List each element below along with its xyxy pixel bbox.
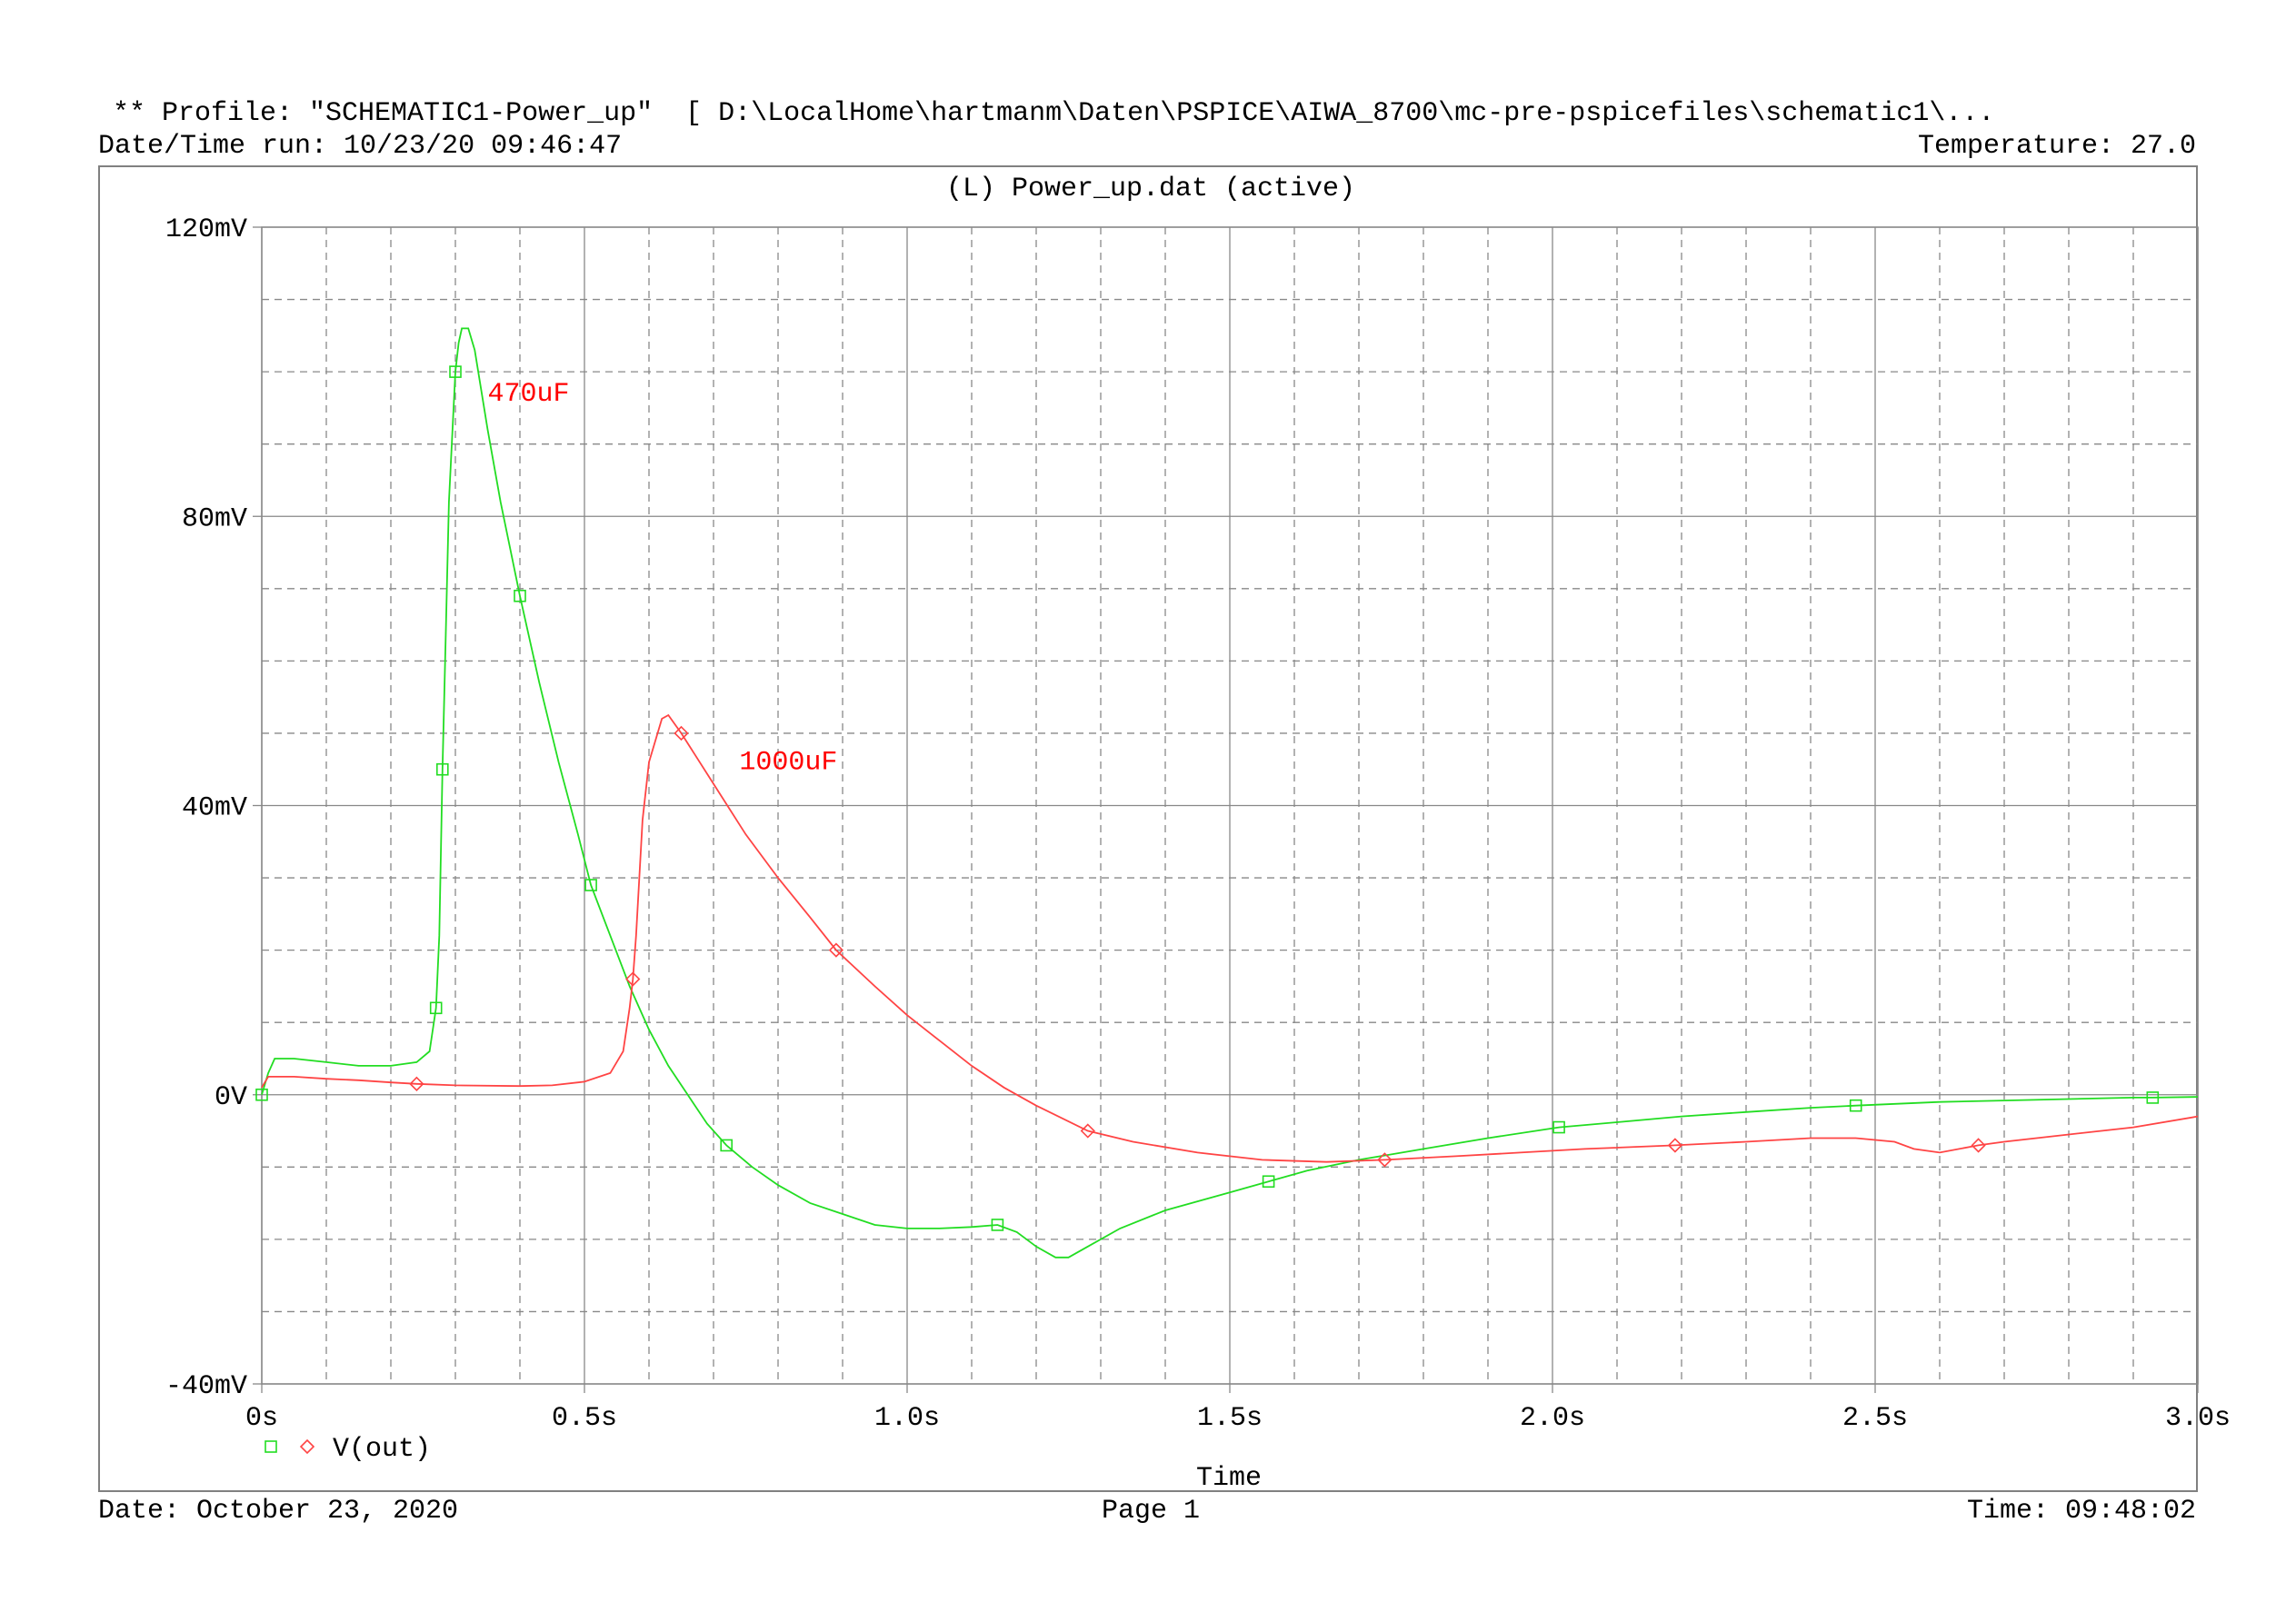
datetime-run: Date/Time run: 10/23/20 09:46:47 <box>98 131 623 162</box>
series-line-2 <box>261 713 2199 1163</box>
series-marker-square <box>449 365 462 378</box>
series-marker-square <box>720 1139 734 1152</box>
series-marker-diamond <box>1971 1138 1986 1153</box>
y-tick-label: 40mV <box>182 793 247 824</box>
x-tick-label: 2.0s <box>1520 1403 1585 1434</box>
series-marker-diamond <box>828 942 844 958</box>
y-tick-label: -40mV <box>165 1371 247 1402</box>
x-tick-label: 0.5s <box>552 1403 617 1434</box>
legend-label: V(out) <box>333 1434 431 1465</box>
y-tick-label: 0V <box>215 1082 247 1113</box>
x-tick-label: 0s <box>245 1403 278 1434</box>
footer-time: Time: 09:48:02 <box>1966 1496 2196 1527</box>
series-marker-diamond <box>625 971 641 987</box>
y-tick-label: 80mV <box>182 503 247 534</box>
legend-marker-square <box>265 1440 277 1453</box>
series-marker-square <box>2146 1091 2160 1104</box>
series-marker-square <box>991 1219 1004 1231</box>
x-tick-label: 3.0s <box>2165 1403 2231 1434</box>
legend-marker-diamond <box>299 1438 315 1455</box>
series-marker-square <box>1552 1120 1565 1134</box>
series-marker-square <box>1262 1175 1275 1189</box>
series-marker-square <box>584 879 597 891</box>
plot-area-border <box>261 226 2199 1385</box>
annotation-label: 470uF <box>488 379 570 410</box>
series-marker-square <box>514 589 526 602</box>
series-marker-square <box>435 762 449 776</box>
series-marker-diamond <box>1667 1138 1683 1153</box>
series-marker-diamond <box>1080 1123 1095 1139</box>
chart-title: (L) Power_up.dat (active) <box>945 174 1356 204</box>
x-tick-label: 1.0s <box>874 1403 940 1434</box>
y-tick-label: 120mV <box>165 214 247 245</box>
footer-page: Page 1 <box>1101 1496 1201 1527</box>
series-marker-square <box>1849 1099 1862 1112</box>
profile-header: ** Profile: "SCHEMATIC1-Power_up" [ D:\L… <box>113 98 1995 129</box>
series-marker-diamond <box>1377 1152 1393 1168</box>
series-marker-square <box>429 1001 443 1015</box>
x-tick-label: 2.5s <box>1842 1403 1908 1434</box>
series-line-1 <box>261 327 2199 1259</box>
temperature: Temperature: 27.0 <box>1917 131 2196 162</box>
series-marker-square <box>255 1088 268 1101</box>
x-tick-label: 1.5s <box>1197 1403 1263 1434</box>
footer-date: Date: October 23, 2020 <box>98 1496 459 1527</box>
plot-frame <box>98 165 2198 1492</box>
annotation-label: 1000uF <box>739 748 837 779</box>
series-marker-diamond <box>409 1076 424 1091</box>
series-marker-diamond <box>674 725 689 741</box>
x-axis-label: Time <box>1195 1463 1263 1494</box>
